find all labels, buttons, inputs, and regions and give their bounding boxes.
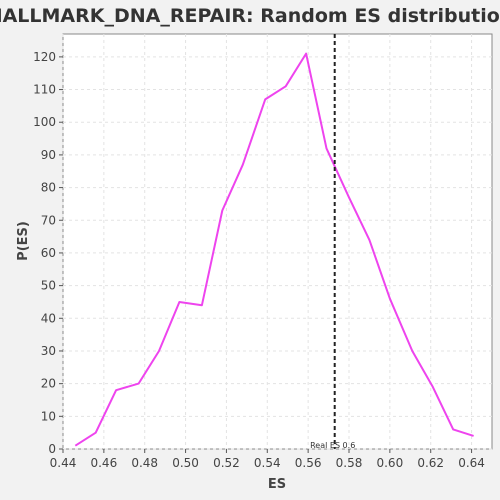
y-tick-label: 40 xyxy=(41,311,56,325)
x-tick-label: 0.44 xyxy=(50,456,77,470)
y-tick-label: 0 xyxy=(48,442,56,456)
plot-area xyxy=(62,33,493,450)
y-tick-label: 90 xyxy=(41,148,56,162)
y-tick-label: 10 xyxy=(41,409,56,423)
x-tick-label: 0.60 xyxy=(376,456,403,470)
y-tick-label: 60 xyxy=(41,246,56,260)
real-es-label: Real ES 0.6 xyxy=(310,441,355,450)
y-tick-label: 70 xyxy=(41,213,56,227)
x-tick-label: 0.58 xyxy=(336,456,363,470)
x-tick-label: 0.54 xyxy=(254,456,281,470)
y-tick-label: 80 xyxy=(41,181,56,195)
x-tick-label: 0.56 xyxy=(295,456,322,470)
series-layer xyxy=(74,52,474,447)
x-tick-label: 0.62 xyxy=(417,456,444,470)
axes: 0.44 0.46 0.48 0.50 0.52 0.54 0.56 0.58 0.60 0.62… xyxy=(33,50,485,470)
x-tick-label: 0.48 xyxy=(131,456,158,470)
y-tick-label: 110 xyxy=(33,83,56,97)
x-tick-label: 0.50 xyxy=(172,456,199,470)
x-tick-label: 0.52 xyxy=(213,456,240,470)
es-distribution-line xyxy=(74,52,474,447)
y-axis-label: P(ES) xyxy=(16,221,31,261)
y-tick-label: 50 xyxy=(41,279,56,293)
y-tick-label: 20 xyxy=(41,377,56,391)
x-tick-label: 0.46 xyxy=(90,456,117,470)
chart-title: HALLMARK_DNA_REPAIR: Random ES distribut… xyxy=(0,5,500,27)
x-axis-label: ES xyxy=(268,477,286,492)
x-tick-label: 0.64 xyxy=(458,456,485,470)
reference-layer: Real ES 0.6 xyxy=(310,34,355,450)
y-tick-label: 120 xyxy=(33,50,56,64)
y-tick-label: 30 xyxy=(41,344,56,358)
y-tick-label: 100 xyxy=(33,115,56,129)
